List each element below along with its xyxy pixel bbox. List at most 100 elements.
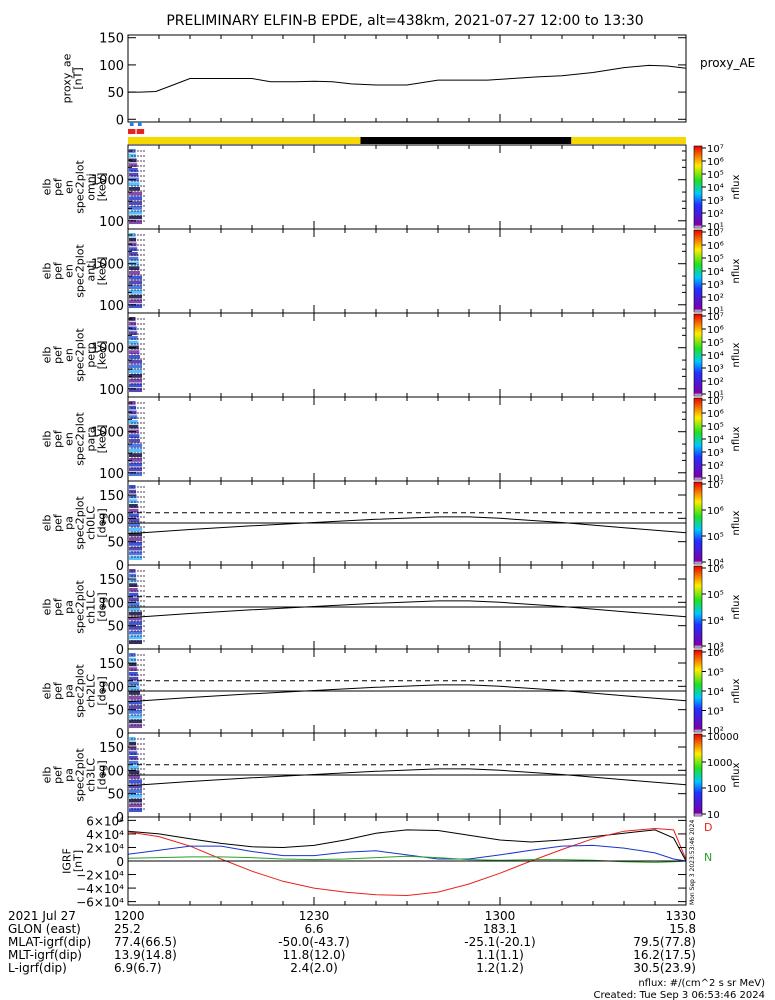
series-line: [127, 829, 687, 862]
y-axis-label: elb: [41, 431, 54, 448]
y-tick-label: 100: [99, 764, 124, 779]
colorbar-tick-label: 10⁵: [707, 422, 724, 433]
footer-cell: 1.1(1.1): [476, 948, 524, 962]
colorbar: [693, 649, 703, 733]
y-tick-label: 150: [99, 741, 124, 756]
heatmap-cell: [129, 331, 138, 336]
colorbar-tick-label: 10⁵: [707, 254, 724, 265]
y-axis-label: [deg]: [96, 760, 109, 789]
heatmap-cell: [129, 355, 140, 359]
heatmap-cell: [129, 691, 140, 695]
panel-para: 10¹ 10² 10³ 10⁴ 10⁵ 10⁶ 10⁷ nflux 100 1000 elbpefe…: [41, 396, 743, 485]
y-axis-label: elb: [41, 515, 54, 532]
heatmap-cell: [129, 700, 143, 705]
y-axis-label: omni: [85, 173, 98, 200]
colorbar-tick-label: 10⁵: [707, 170, 724, 181]
loss-cone-curve: [127, 516, 687, 535]
footer-cell: 25.2: [114, 922, 141, 936]
y-tick-label: 0: [116, 855, 124, 869]
y-tick-label: 100: [99, 383, 124, 398]
footer-cell: 1300: [485, 909, 516, 923]
series-line: [127, 827, 687, 897]
heatmap-cell: [129, 611, 143, 616]
footer-cell: -25.1(-20.1): [464, 935, 535, 949]
colorbar-label: nflux: [731, 678, 742, 703]
footer-cell: 77.4(66.5): [114, 935, 177, 949]
footer-row-label: MLT-igrf(dip): [8, 948, 82, 962]
heatmap-cell: [129, 434, 140, 439]
heatmap-cell: [129, 443, 143, 448]
colorbar: [693, 565, 703, 649]
heatmap-cell: [129, 299, 143, 304]
heatmap-cell: [129, 439, 140, 443]
heatmap-cell: [129, 420, 138, 424]
heatmap-cell: [129, 290, 143, 294]
heatmap-cell: [129, 640, 143, 645]
y-tick-label: 0: [116, 113, 124, 128]
y-axis-label: anti: [85, 260, 98, 281]
heatmap-cell: [129, 172, 139, 177]
footer-cell: 13.9(14.8): [114, 948, 177, 962]
heatmap-cell: [129, 467, 143, 472]
y-axis-label: spec2plot: [74, 160, 87, 214]
colorbar-tick-label: 10⁶: [707, 409, 724, 420]
colorbar-tick-label: 10: [707, 810, 720, 821]
y-axis-label: [keV]: [96, 257, 109, 286]
legend-label-N: N: [704, 851, 712, 864]
heatmap-cell: [129, 724, 143, 729]
heatmap-cell: [129, 578, 137, 583]
loss-cone-curve: [127, 600, 687, 619]
y-tick-label: 0: [116, 811, 124, 826]
heatmap-cell: [129, 383, 143, 388]
colorbar-tick-label: 10⁴: [707, 267, 724, 278]
y-axis-label: [deg]: [96, 592, 109, 621]
colorbar: [693, 397, 703, 481]
heatmap-cell: [129, 607, 140, 611]
heatmap-cell: [129, 513, 139, 518]
y-axis-label: elb: [41, 347, 54, 364]
y-axis-label: ch1LC: [85, 590, 98, 624]
panel-proxy_ae: proxy_AE 0 50 100 150 proxy_ae[nT]: [61, 32, 756, 129]
y-axis-label: pa: [63, 768, 76, 782]
colorbar-label: nflux: [731, 426, 742, 451]
y-tick-label: 0: [116, 559, 124, 574]
heatmap-cell: [129, 256, 139, 261]
heatmap-cell: [129, 573, 137, 578]
colorbar-tick-label: 100: [707, 784, 726, 795]
colorbar-tick-label: 10³: [707, 196, 724, 207]
colorbar-tick-label: 10³: [707, 364, 724, 375]
heatmap-cell: [129, 275, 143, 280]
heatmap-cell: [129, 489, 137, 494]
footer-row-label: MLAT-igrf(dip): [8, 935, 91, 949]
orbit-segment: [360, 137, 572, 144]
heatmap-cell: [129, 756, 138, 760]
heatmap-cell: [129, 304, 143, 309]
colorbar-tick-label: 10⁴: [707, 183, 724, 194]
colorbar-tick-label: 10⁷: [707, 480, 724, 491]
heatmap-cell: [129, 602, 140, 607]
colorbar-tick-label: 10²: [707, 293, 724, 304]
heatmap-cells: [129, 317, 145, 393]
colorbar-tick-label: 10³: [707, 642, 724, 653]
y-axis-label: spec2plot: [74, 244, 87, 298]
footer-cell: -50.0(-43.7): [278, 935, 349, 949]
orbit-mark-top: [137, 122, 142, 126]
footer-cell: 30.5(23.9): [633, 961, 696, 975]
heatmap-cell: [129, 657, 137, 662]
y-axis-label: IGRF: [61, 848, 74, 874]
y-tick-label: −6×10⁴: [76, 896, 124, 910]
footer-cell: 6.9(6.7): [114, 961, 162, 975]
colorbar-tick-label: 10³: [707, 280, 724, 291]
y-axis-label: pef: [52, 765, 65, 784]
heatmap-cell: [129, 808, 143, 813]
heatmap-cell: [129, 285, 143, 290]
heatmap-cell: [129, 542, 143, 546]
y-axis-label: ch0LC: [85, 506, 98, 540]
y-axis-label: pa: [63, 684, 76, 698]
legend-label-D: D: [704, 821, 712, 834]
heatmap-cell: [129, 448, 143, 453]
y-axis-label: proxy_ae: [61, 53, 74, 103]
heatmap-cell: [129, 705, 143, 710]
heatmap-cell: [129, 280, 143, 285]
heatmap-cell: [129, 326, 137, 331]
